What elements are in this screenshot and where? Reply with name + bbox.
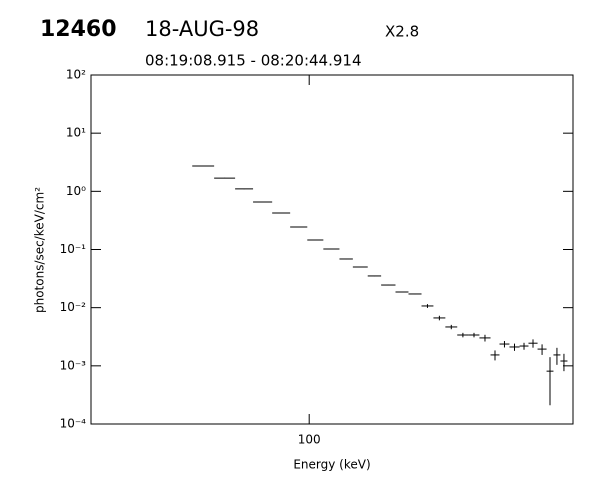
y-tick-label: 10⁻² (60, 300, 87, 314)
subtitle: 08:19:08.915 - 08:20:44.914 (145, 52, 361, 70)
y-tick-label: 10⁰ (66, 184, 86, 198)
chart-title: 12460 (40, 17, 117, 42)
x-tick-label: 100 (298, 433, 321, 447)
y-axis-label: photons/sec/keV/cm² (33, 187, 47, 313)
plot-frame (90, 74, 574, 425)
y-tick-label: 10⁻³ (60, 358, 87, 372)
y-tick-label: 10¹ (66, 126, 86, 140)
x-axis-label: Energy (keV) (293, 458, 370, 472)
y-tick-label: 10² (66, 68, 86, 82)
date: 18-AUG-98 (145, 17, 259, 41)
y-tick-label: 10⁻⁴ (60, 417, 87, 431)
y-tick-label: 10⁻¹ (60, 242, 87, 256)
annotation: X2.8 (385, 23, 419, 41)
